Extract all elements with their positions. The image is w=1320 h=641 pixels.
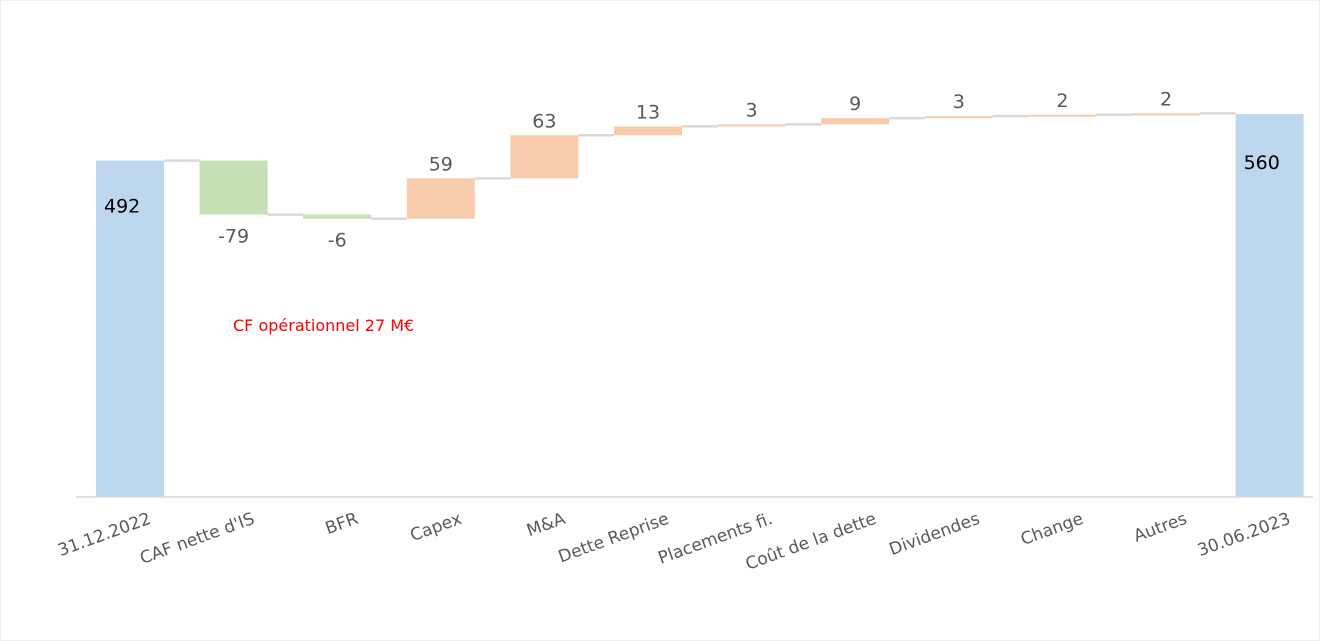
category-label: BFR xyxy=(323,509,361,539)
data-label: 3 xyxy=(953,91,965,113)
bar-decrease xyxy=(303,214,372,219)
data-label: 9 xyxy=(849,93,861,115)
bar-increase xyxy=(717,124,786,127)
bar-increase xyxy=(821,118,890,125)
data-label: 3 xyxy=(746,99,758,121)
chart-bars xyxy=(96,113,1304,498)
bar-increase xyxy=(1028,114,1097,117)
category-label: 30.06.2023 xyxy=(1195,509,1293,561)
category-label: M&A xyxy=(524,509,568,541)
bar-increase xyxy=(614,126,682,136)
bar-total xyxy=(96,160,164,497)
bar-increase xyxy=(406,178,475,219)
data-label: 63 xyxy=(532,110,556,132)
category-label: Dette Reprise xyxy=(556,509,672,567)
data-label: 560 xyxy=(1244,152,1280,174)
cf-operationnel-annotation: CF opérationnel 27 M€ xyxy=(233,316,414,335)
connector-lines xyxy=(164,112,1236,220)
bar-increase xyxy=(1132,113,1200,116)
category-label: CAF nette d'IS xyxy=(137,509,257,569)
category-label: Dividendes xyxy=(887,509,983,560)
data-label: -79 xyxy=(218,226,249,248)
bar-decrease xyxy=(199,160,268,215)
data-label: 2 xyxy=(1160,88,1172,110)
data-label: 13 xyxy=(636,101,660,123)
data-labels: 492 -79 -6 59 63 13 3 9 3 2 2 560 xyxy=(104,88,1280,251)
data-label: 59 xyxy=(429,153,453,175)
bar-increase xyxy=(510,135,579,179)
category-label: Change xyxy=(1018,509,1086,550)
data-label: -6 xyxy=(328,230,347,252)
bar-increase xyxy=(924,116,993,119)
data-label: 492 xyxy=(104,196,140,218)
bar-total xyxy=(1235,114,1304,498)
data-label: 2 xyxy=(1056,90,1068,112)
category-label: Capex xyxy=(408,509,465,546)
category-label: Autres xyxy=(1131,509,1190,547)
